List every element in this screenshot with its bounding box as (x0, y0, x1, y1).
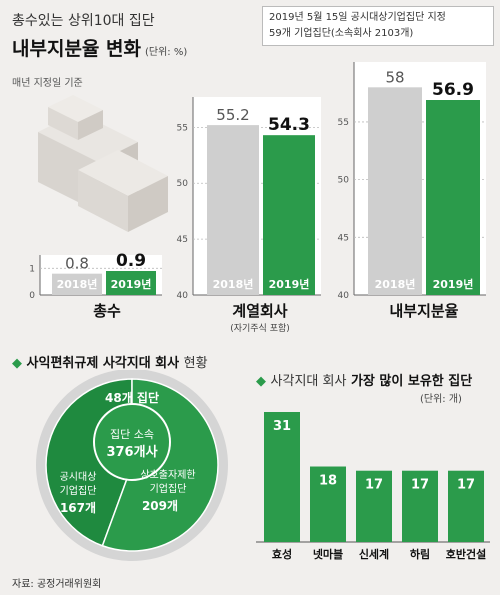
note-line1: 2019년 5월 15일 공시대상기업집단 지정 (269, 12, 446, 23)
bar-value-label: 55.2 (216, 106, 249, 124)
bar-category-label: 2018년 (213, 277, 254, 291)
unit-label: (단위: %) (144, 47, 188, 58)
page-title-text: 내부지분율 변화 (12, 38, 141, 60)
chart-total-title: 총수 (93, 302, 121, 320)
pie-section-title-text: 사익편취규제 사각지대 회사 (26, 356, 180, 371)
rank-bar-value: 31 (273, 419, 291, 434)
rank-bar-value: 17 (457, 478, 475, 493)
bar-2019년 (426, 100, 480, 295)
rank-bar-category: 하림 (410, 547, 430, 561)
rank-bar-value: 18 (319, 474, 337, 489)
note-box: 2019년 5월 15일 공시대상기업집단 지정 59개 기업집단(소속회사 2… (262, 6, 494, 46)
y-tick-label: 55 (177, 123, 188, 133)
rank-bar-value: 17 (365, 478, 383, 493)
title-line1: 총수있는 상위10대 집단 (12, 13, 155, 29)
rank-bar-category: 넷마블 (313, 547, 343, 561)
y-tick-label: 50 (338, 176, 350, 186)
y-tick-label: 40 (338, 291, 350, 301)
rank-section-title-text: 사각지대 회사 (270, 374, 347, 389)
pie-slice2-label1: 상호출자제한 (140, 469, 195, 481)
pie-chart-svg: 48개 집단 집단 소속 376개사 공시대상 기업집단 167개 상호출자제한… (36, 370, 228, 561)
rank-bar-category: 효성 (272, 547, 292, 561)
pie-section-title-suffix: 현황 (183, 356, 208, 371)
chart-affiliate-subtitle: (자기주식 포함) (230, 324, 290, 334)
bar-value-label: 56.9 (432, 80, 474, 100)
pie-inner-circle (93, 403, 171, 481)
basis-note: 매년 지정일 기준 (12, 78, 83, 89)
rank-section-title-emph: 가장 많이 보유한 집단 (350, 374, 473, 389)
pie-slice2-value: 209개 (142, 499, 178, 513)
rank-bar-호반건설 (448, 470, 484, 542)
diamond-icon: ◆ (12, 356, 22, 371)
rank-section-title: ◆ 사각지대 회사 가장 많이 보유한 집단 (256, 370, 472, 389)
bar-2018년 (207, 125, 259, 295)
rank-bar-value: 17 (411, 478, 429, 493)
diamond-icon: ◆ (256, 374, 266, 389)
rank-unit-label: (단위: 개) (420, 394, 462, 405)
y-tick-label: 50 (177, 179, 189, 189)
rank-bar-category: 호반건설 (446, 547, 486, 561)
pie-inner-value: 376개사 (106, 444, 157, 460)
bar-2019년 (263, 135, 315, 295)
bar-category-label: 2019년 (269, 277, 310, 291)
bar-2019년 (106, 271, 156, 295)
rank-chart-svg: 31 효성 18 넷마블 17 신세계 17 하림 17 호반건설 (256, 412, 490, 561)
source-note: 자료: 공정거래위원회 (12, 579, 102, 590)
rank-bar-넷마블 (310, 466, 346, 542)
chart-internal-title: 내부지분율 (389, 302, 459, 320)
chart-affiliate-title: 계열회사 (232, 302, 288, 320)
bar-2018년 (368, 87, 422, 295)
rank-bar-신세계 (356, 470, 392, 542)
y-tick-label: 55 (338, 118, 349, 128)
page-title: 내부지분율 변화 (단위: %) (12, 34, 187, 61)
y-tick-label: 40 (177, 291, 189, 301)
bar-category-label: 2019년 (111, 277, 152, 291)
rank-bar-효성 (264, 412, 300, 542)
y-tick-label: 45 (177, 235, 188, 245)
rank-bar-category: 신세계 (359, 547, 389, 561)
bar-value-label: 58 (385, 68, 404, 86)
pie-outer-label: 48개 집단 (105, 390, 159, 405)
pie-section-title: ◆ 사익편취규제 사각지대 회사 현황 (12, 352, 208, 371)
note-line2: 59개 기업집단(소속회사 2103개) (269, 28, 414, 39)
top-charts-svg: 0 1 2018년 0.8 2019년 0.9 40 45 50 55 2018년 55.2 2019년… (29, 62, 486, 301)
pie-slice1-label2: 기업집단 (60, 484, 97, 497)
y-tick-label: 0 (29, 291, 35, 301)
pie-slice1-label1: 공시대상 (60, 471, 97, 483)
building-blocks-illustration (38, 95, 168, 232)
bar-value-label: 54.3 (268, 115, 310, 135)
pie-slice2-label2: 기업집단 (150, 482, 187, 495)
bar-2018년 (52, 273, 102, 295)
bar-category-label: 2018년 (375, 277, 416, 291)
bar-category-label: 2018년 (57, 277, 98, 291)
y-tick-label: 1 (29, 264, 35, 274)
y-tick-label: 45 (338, 233, 349, 243)
pie-inner-title: 집단 소속 (110, 428, 154, 441)
bar-value-label: 0.8 (65, 255, 89, 273)
bar-category-label: 2019년 (433, 277, 474, 291)
pie-slice1-value: 167개 (60, 501, 96, 515)
bar-value-label: 0.9 (116, 251, 146, 271)
rank-bar-하림 (402, 470, 438, 542)
